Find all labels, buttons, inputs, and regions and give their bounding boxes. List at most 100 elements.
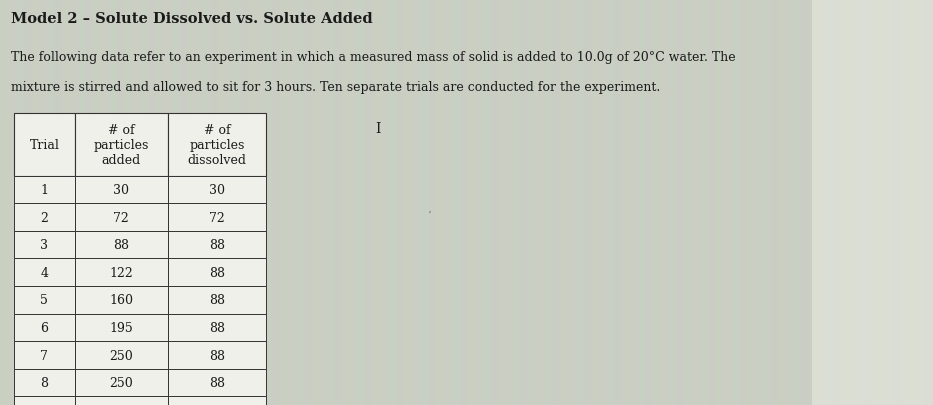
Bar xyxy=(264,0,272,405)
Bar xyxy=(75,176,168,204)
Bar xyxy=(210,0,217,405)
Bar xyxy=(75,341,168,369)
Bar xyxy=(47,0,54,405)
Bar xyxy=(14,176,75,204)
Bar xyxy=(692,0,700,405)
Bar xyxy=(513,0,521,405)
Bar xyxy=(14,113,75,176)
Bar xyxy=(482,0,490,405)
Bar xyxy=(280,0,287,405)
Text: 88: 88 xyxy=(209,294,225,307)
Bar xyxy=(436,0,443,405)
Bar xyxy=(14,231,75,259)
Bar xyxy=(187,0,194,405)
Bar xyxy=(529,0,536,405)
Bar xyxy=(168,176,266,204)
Bar xyxy=(614,0,622,405)
Text: I: I xyxy=(375,122,381,135)
Bar xyxy=(474,0,482,405)
Bar xyxy=(606,0,614,405)
Bar xyxy=(731,0,739,405)
Bar xyxy=(816,0,824,405)
Bar xyxy=(168,231,266,259)
Bar xyxy=(168,204,266,231)
Bar xyxy=(75,286,168,314)
Bar xyxy=(311,0,319,405)
Bar xyxy=(334,0,342,405)
Bar xyxy=(54,0,63,405)
Bar xyxy=(168,259,266,286)
Bar xyxy=(700,0,707,405)
Text: 7: 7 xyxy=(40,349,49,362)
Text: 8: 8 xyxy=(40,376,49,389)
Bar xyxy=(412,0,420,405)
Bar xyxy=(576,0,583,405)
Text: 4: 4 xyxy=(40,266,49,279)
Bar xyxy=(754,0,762,405)
Bar xyxy=(536,0,544,405)
Text: ʼ: ʼ xyxy=(427,211,431,220)
Bar xyxy=(863,0,870,405)
Text: 88: 88 xyxy=(209,239,225,252)
Bar xyxy=(879,0,886,405)
Text: 30: 30 xyxy=(209,183,225,196)
Text: Trial: Trial xyxy=(29,138,60,151)
Bar xyxy=(459,0,466,405)
Bar xyxy=(490,0,497,405)
Bar xyxy=(101,0,109,405)
Bar xyxy=(443,0,451,405)
Bar xyxy=(14,204,75,231)
Text: Model 2 – Solute Dissolved vs. Solute Added: Model 2 – Solute Dissolved vs. Solute Ad… xyxy=(11,12,373,26)
Text: 72: 72 xyxy=(114,211,129,224)
Bar xyxy=(684,0,692,405)
Bar xyxy=(93,0,101,405)
Bar xyxy=(272,0,280,405)
Bar xyxy=(233,0,241,405)
Bar xyxy=(241,0,249,405)
Text: 312: 312 xyxy=(109,404,133,405)
Bar xyxy=(0,0,7,405)
Bar xyxy=(894,0,902,405)
Bar xyxy=(381,0,389,405)
Bar xyxy=(39,0,47,405)
Bar xyxy=(14,369,75,396)
Text: 122: 122 xyxy=(109,266,133,279)
Bar xyxy=(168,113,266,176)
Bar xyxy=(77,0,86,405)
Bar xyxy=(226,0,233,405)
Bar xyxy=(591,0,599,405)
Bar xyxy=(739,0,746,405)
Bar xyxy=(75,113,168,176)
Bar xyxy=(156,0,163,405)
Bar xyxy=(14,314,75,341)
Bar xyxy=(14,396,75,405)
Text: 72: 72 xyxy=(209,211,225,224)
Bar xyxy=(847,0,856,405)
Bar xyxy=(637,0,646,405)
Bar xyxy=(75,369,168,396)
Bar xyxy=(14,286,75,314)
Bar xyxy=(357,0,366,405)
Bar xyxy=(777,0,786,405)
Bar xyxy=(397,0,404,405)
Bar xyxy=(194,0,202,405)
Bar xyxy=(287,0,296,405)
Text: 250: 250 xyxy=(109,349,133,362)
Bar xyxy=(319,0,327,405)
Bar xyxy=(910,0,917,405)
Bar xyxy=(544,0,552,405)
Bar xyxy=(824,0,832,405)
Bar xyxy=(886,0,894,405)
Bar xyxy=(466,0,474,405)
Bar xyxy=(132,0,140,405)
Bar xyxy=(249,0,257,405)
Bar xyxy=(809,0,816,405)
Bar xyxy=(109,0,117,405)
Bar xyxy=(16,0,23,405)
Bar xyxy=(427,0,436,405)
Bar xyxy=(168,369,266,396)
Bar xyxy=(661,0,669,405)
Bar xyxy=(832,0,840,405)
Bar xyxy=(296,0,303,405)
Bar xyxy=(506,0,513,405)
